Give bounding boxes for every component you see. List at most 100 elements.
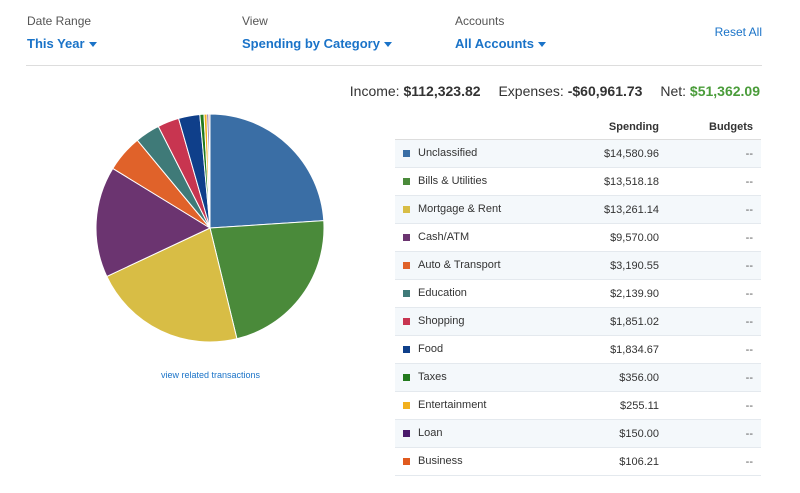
- net-value: $51,362.09: [689, 83, 760, 99]
- table-row[interactable]: Auto & Transport $3,190.55 --: [395, 251, 761, 280]
- budget-value: --: [667, 419, 761, 448]
- category-name[interactable]: Cash/ATM: [418, 231, 470, 244]
- pie-slice-cash-atm[interactable]: [95, 167, 212, 278]
- category-cell: Business: [395, 447, 549, 476]
- category-color-swatch: [403, 374, 410, 382]
- date-range-label: Date Range: [27, 14, 92, 28]
- category-cell: Education: [395, 279, 549, 308]
- spending-amount: $14,580.96: [549, 139, 667, 168]
- category-cell: Loan: [395, 419, 549, 448]
- spending-pie-chart[interactable]: [90, 110, 330, 350]
- spending-table: Spending Budgets Unclassified $14,580.96-…: [395, 115, 761, 476]
- spending-amount: $356.00: [549, 363, 667, 392]
- expenses-value: -$60,961.73: [567, 83, 643, 99]
- budgets-column-header[interactable]: Budgets: [667, 115, 761, 140]
- budget-value: --: [667, 363, 761, 392]
- reset-all-link[interactable]: Reset All: [714, 25, 762, 39]
- category-color-swatch: [403, 150, 410, 158]
- view-value: Spending by Category: [242, 36, 380, 51]
- view-label: View: [242, 14, 268, 28]
- category-name[interactable]: Auto & Transport: [418, 259, 501, 272]
- caret-down-icon: [383, 42, 392, 48]
- budget-value: --: [667, 195, 761, 224]
- category-name[interactable]: Food: [418, 343, 444, 356]
- spending-amount: $1,851.02: [549, 307, 667, 336]
- category-name[interactable]: Mortgage & Rent: [418, 203, 502, 216]
- spending-amount: $1,834.67: [549, 335, 667, 364]
- accounts-label: Accounts: [455, 14, 505, 28]
- pie-slice-unclassified[interactable]: [209, 113, 325, 229]
- budget-value: --: [667, 139, 761, 168]
- spending-amount: $106.21: [549, 447, 667, 476]
- table-row[interactable]: Entertainment $255.11 --: [395, 391, 761, 420]
- category-name[interactable]: Loan: [418, 427, 443, 440]
- view-filter: View Spending by Category: [242, 14, 392, 53]
- category-color-swatch: [403, 458, 410, 466]
- category-name[interactable]: Entertainment: [418, 399, 487, 412]
- header-divider: [26, 65, 762, 66]
- pie-slice-bills-utilities[interactable]: [209, 220, 325, 340]
- category-color-swatch: [403, 262, 410, 270]
- category-color-swatch: [403, 206, 410, 214]
- date-range-dropdown[interactable]: This Year: [27, 36, 97, 51]
- date-range-value: This Year: [27, 36, 85, 51]
- table-row[interactable]: Business $106.21 --: [395, 447, 761, 476]
- category-name[interactable]: Shopping: [418, 315, 465, 328]
- spending-amount: $2,139.90: [549, 279, 667, 308]
- table-row[interactable]: Unclassified $14,580.96 --: [395, 139, 761, 168]
- category-name[interactable]: Bills & Utilities: [418, 175, 488, 188]
- category-cell: Shopping: [395, 307, 549, 336]
- category-column-header: [395, 115, 549, 140]
- category-name[interactable]: Business: [418, 455, 463, 468]
- accounts-value: All Accounts: [455, 36, 534, 51]
- income-value: $112,323.82: [403, 83, 481, 99]
- table-row[interactable]: Mortgage & Rent $13,261.14 --: [395, 195, 761, 224]
- view-dropdown[interactable]: Spending by Category: [242, 36, 392, 51]
- table-row[interactable]: Shopping $1,851.02 --: [395, 307, 761, 336]
- pie-slice-mortgage-rent[interactable]: [106, 227, 238, 343]
- caret-down-icon: [537, 42, 546, 48]
- category-color-swatch: [403, 234, 410, 242]
- category-name[interactable]: Taxes: [418, 371, 447, 384]
- table-row[interactable]: Loan $150.00 --: [395, 419, 761, 448]
- accounts-dropdown[interactable]: All Accounts: [455, 36, 546, 51]
- spending-amount: $9,570.00: [549, 223, 667, 252]
- spending-amount: $255.11: [549, 391, 667, 420]
- spending-amount: $150.00: [549, 419, 667, 448]
- category-cell: Cash/ATM: [395, 223, 549, 252]
- table-header-row: Spending Budgets: [395, 115, 761, 140]
- totals-summary: Income: $112,323.82 Expenses: -$60,961.7…: [350, 83, 760, 99]
- spending-amount: $13,261.14: [549, 195, 667, 224]
- budget-value: --: [667, 223, 761, 252]
- category-cell: Entertainment: [395, 391, 549, 420]
- spending-column-header[interactable]: Spending: [549, 115, 667, 140]
- view-related-transactions-link[interactable]: view related transactions: [161, 370, 261, 380]
- budget-value: --: [667, 251, 761, 280]
- budget-value: --: [667, 391, 761, 420]
- category-cell: Taxes: [395, 363, 549, 392]
- income-label: Income:: [349, 83, 400, 99]
- budget-value: --: [667, 279, 761, 308]
- accounts-filter: Accounts All Accounts: [455, 14, 546, 53]
- category-cell: Bills & Utilities: [395, 167, 549, 196]
- table-row[interactable]: Cash/ATM $9,570.00 --: [395, 223, 761, 252]
- expenses-label: Expenses:: [498, 83, 564, 99]
- date-range-filter: Date Range This Year: [27, 14, 97, 53]
- net-label: Net:: [660, 83, 687, 99]
- category-color-swatch: [403, 346, 410, 354]
- budget-value: --: [667, 167, 761, 196]
- table-row[interactable]: Food $1,834.67 --: [395, 335, 761, 364]
- category-cell: Mortgage & Rent: [395, 195, 549, 224]
- table-row[interactable]: Taxes $356.00 --: [395, 363, 761, 392]
- table-row[interactable]: Bills & Utilities $13,518.18 --: [395, 167, 761, 196]
- budget-value: --: [667, 307, 761, 336]
- table-row[interactable]: Education $2,139.90 --: [395, 279, 761, 308]
- category-name[interactable]: Unclassified: [418, 147, 478, 160]
- category-color-swatch: [403, 430, 410, 438]
- category-cell: Food: [395, 335, 549, 364]
- category-name[interactable]: Education: [418, 287, 467, 300]
- category-color-swatch: [403, 402, 410, 410]
- spending-amount: $3,190.55: [549, 251, 667, 280]
- category-color-swatch: [403, 290, 410, 298]
- pie-slice-business[interactable]: [208, 113, 211, 229]
